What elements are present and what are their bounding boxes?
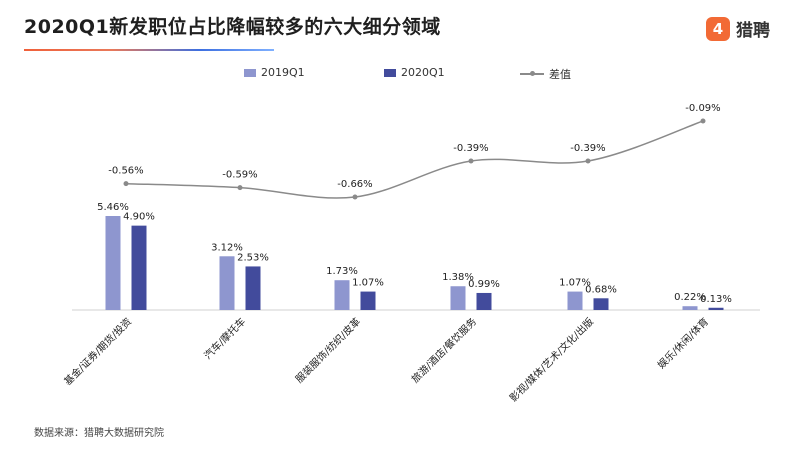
bar-label-2019Q1-0: 5.46% (97, 202, 129, 213)
legend-item-2020: 2020Q1 (384, 66, 445, 79)
category-label-2: 服装服饰/纺织/皮革 (293, 315, 364, 386)
diff-label-1: -0.59% (222, 170, 257, 181)
legend-label-diff: 差值 (549, 68, 571, 81)
diff-point-3 (468, 158, 474, 164)
bar-label-2019Q1-3: 1.38% (442, 272, 474, 283)
bar-label-2020Q1-2: 1.07% (352, 278, 384, 289)
bar-2020Q1-0 (131, 225, 147, 310)
logo-icon: 4 (706, 16, 730, 41)
logo-text: 猎聘 (736, 21, 770, 41)
legend-label-2020: 2020Q1 (401, 66, 445, 79)
diff-label-2: -0.66% (337, 179, 372, 190)
bar-2020Q1-4 (593, 298, 609, 310)
bar-label-2020Q1-1: 2.53% (237, 252, 269, 263)
legend-swatch-2019 (244, 68, 256, 77)
bar-2019Q1-2 (334, 280, 350, 310)
bar-label-2020Q1-0: 4.90% (123, 212, 155, 223)
bar-label-2019Q1-2: 1.73% (326, 266, 358, 277)
title-underline (24, 49, 274, 51)
category-label-3: 旅游/酒店/餐饮服务 (409, 315, 480, 386)
diff-point-5 (700, 118, 706, 124)
diff-line (125, 120, 704, 199)
legend-swatch-2020 (384, 68, 396, 77)
bar-label-2020Q1-5: 0.13% (700, 294, 732, 305)
diff-point-2 (352, 194, 358, 200)
bar-2020Q1-2 (360, 291, 376, 310)
bar-2020Q1-1 (245, 266, 261, 310)
bar-label-2019Q1-1: 3.12% (211, 242, 243, 253)
legend-label-2019: 2019Q1 (261, 66, 305, 79)
diff-point-4 (585, 158, 591, 164)
diff-label-0: -0.56% (108, 166, 143, 177)
bar-2020Q1-5 (708, 307, 724, 310)
bar-2019Q1-4 (567, 291, 583, 310)
category-label-5: 娱乐/休闲/体育 (655, 315, 711, 371)
source-note: 数据来源：猎聘大数据研究院 (34, 428, 164, 439)
legend-line-diff (520, 70, 544, 78)
category-label-0: 基金/证券/期货/投资 (61, 315, 134, 388)
legend-item-diff: 差值 (520, 66, 571, 82)
category-label-1: 汽车/摩托车 (201, 315, 248, 362)
bar-2020Q1-3 (476, 292, 492, 310)
bar-2019Q1-3 (450, 286, 466, 310)
bar-2019Q1-1 (219, 256, 235, 310)
bar-2019Q1-5 (682, 306, 698, 310)
brand-logo: 4 猎聘 (706, 16, 770, 41)
bar-label-2020Q1-3: 0.99% (468, 279, 500, 290)
page-title: 2020Q1新发职位占比降幅较多的六大细分领域 (24, 16, 441, 38)
bar-label-2019Q1-5: 0.22% (674, 292, 706, 303)
diff-label-3: -0.39% (453, 143, 488, 154)
diff-label-4: -0.39% (570, 143, 605, 154)
bar-2019Q1-0 (105, 216, 121, 310)
diff-label-5: -0.09% (685, 103, 720, 114)
category-label-4: 影视/媒体/艺术/文化/出版 (507, 315, 596, 404)
diff-point-1 (237, 185, 243, 191)
bar-label-2020Q1-4: 0.68% (585, 284, 617, 295)
diff-point-0 (123, 181, 129, 187)
legend-item-2019: 2019Q1 (244, 66, 305, 79)
bar-label-2019Q1-4: 1.07% (559, 278, 591, 289)
chart-legend: 2019Q1 2020Q1 差值 (0, 66, 800, 82)
